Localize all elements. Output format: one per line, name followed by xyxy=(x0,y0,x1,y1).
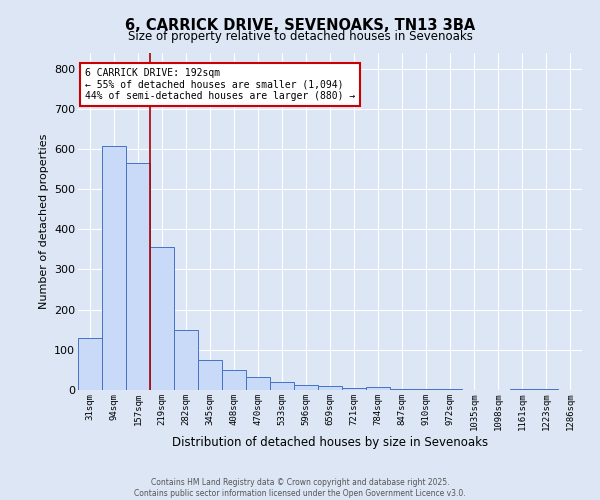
X-axis label: Distribution of detached houses by size in Sevenoaks: Distribution of detached houses by size … xyxy=(172,436,488,449)
Y-axis label: Number of detached properties: Number of detached properties xyxy=(38,134,49,309)
Bar xyxy=(342,388,366,390)
Bar xyxy=(126,163,150,390)
Bar xyxy=(390,389,414,390)
Bar xyxy=(78,338,102,390)
Bar xyxy=(222,370,246,390)
Bar xyxy=(534,389,558,390)
Text: Size of property relative to detached houses in Sevenoaks: Size of property relative to detached ho… xyxy=(128,30,472,43)
Bar xyxy=(102,146,126,390)
Bar xyxy=(414,389,438,390)
Text: 6, CARRICK DRIVE, SEVENOAKS, TN13 3BA: 6, CARRICK DRIVE, SEVENOAKS, TN13 3BA xyxy=(125,18,475,32)
Text: Contains HM Land Registry data © Crown copyright and database right 2025.
Contai: Contains HM Land Registry data © Crown c… xyxy=(134,478,466,498)
Bar xyxy=(294,385,318,390)
Text: 6 CARRICK DRIVE: 192sqm
← 55% of detached houses are smaller (1,094)
44% of semi: 6 CARRICK DRIVE: 192sqm ← 55% of detache… xyxy=(85,68,355,101)
Bar xyxy=(438,389,462,390)
Bar xyxy=(246,376,270,390)
Bar xyxy=(150,248,174,390)
Bar xyxy=(366,387,390,390)
Bar xyxy=(270,382,294,390)
Bar xyxy=(318,386,342,390)
Bar xyxy=(174,330,198,390)
Bar xyxy=(510,389,534,390)
Bar xyxy=(198,360,222,390)
